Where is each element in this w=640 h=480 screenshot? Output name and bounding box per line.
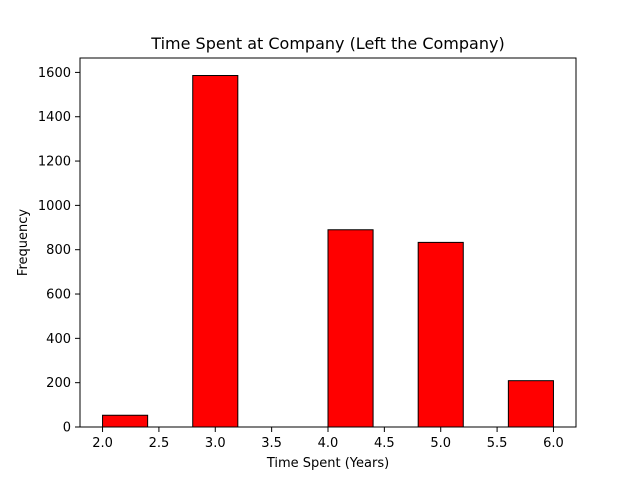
x-tick-label-2: 3.0	[205, 436, 226, 451]
x-tick-label-1: 2.5	[149, 436, 170, 451]
y-tick-label-5: 1000	[38, 199, 71, 214]
y-tick-label-4: 800	[46, 243, 71, 258]
bars-layer	[102, 75, 554, 428]
histogram-bar-4	[507, 380, 554, 428]
x-tick-label-0: 2.0	[92, 436, 113, 451]
x-axis-ticks: 2.0 2.5 3.0 3.5 4.0 4.5 5.0 5.5 6.0	[92, 427, 564, 451]
y-tick-label-2: 400	[46, 332, 71, 347]
x-tick-label-4: 4.0	[318, 436, 339, 451]
chart-title: Time Spent at Company (Left the Company)	[150, 34, 504, 53]
plot-frame	[79, 57, 577, 428]
y-tick-label-8: 1600	[38, 66, 71, 81]
y-tick-label-3: 600	[46, 288, 71, 303]
y-tick-label-7: 1400	[38, 110, 71, 125]
x-tick-label-3: 3.5	[261, 436, 282, 451]
x-tick-label-5: 4.5	[374, 436, 395, 451]
x-tick-label-8: 6.0	[543, 436, 564, 451]
y-tick-label-6: 1200	[38, 155, 71, 170]
histogram-bar-3	[417, 241, 464, 428]
histogram-bar-2	[327, 229, 374, 428]
x-tick-label-6: 5.0	[430, 436, 451, 451]
x-axis-label: Time Spent (Years)	[266, 456, 389, 471]
y-tick-label-0: 0	[63, 421, 71, 436]
y-tick-label-1: 200	[46, 376, 71, 391]
histogram-bar-0	[102, 414, 149, 428]
y-axis-label: Frequency	[16, 209, 31, 276]
histogram-bar-1	[192, 75, 239, 428]
y-axis-ticks: 0 200 400 600 800 1000 1200 1400 1600	[38, 66, 80, 436]
x-tick-label-7: 5.5	[487, 436, 508, 451]
